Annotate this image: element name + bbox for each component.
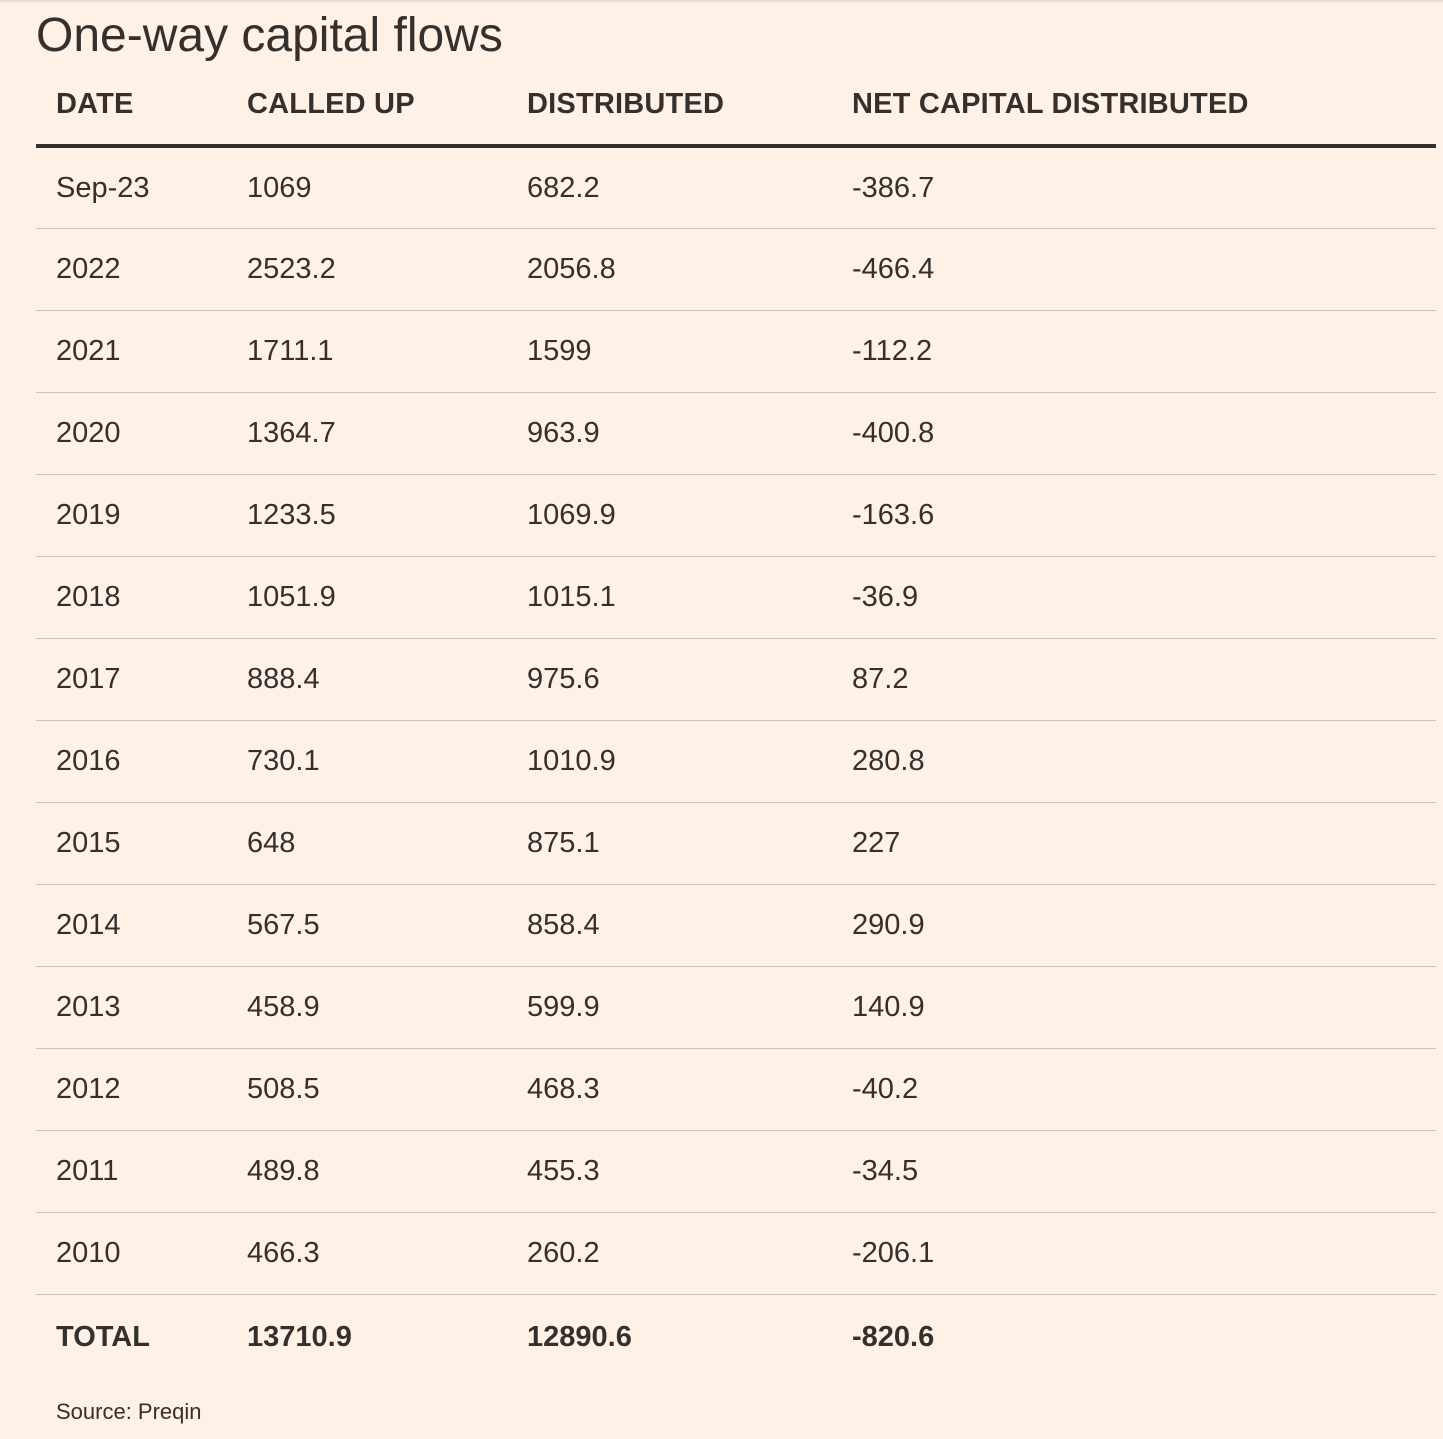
table-row: Sep-23 1069 682.2 -386.7 xyxy=(36,146,1436,229)
cell-distributed: 975.6 xyxy=(507,638,832,721)
cell-called-up: 648 xyxy=(227,802,507,885)
cell-distributed: 1069.9 xyxy=(507,474,832,557)
table-row: 2020 1364.7 963.9 -400.8 xyxy=(36,392,1436,475)
cell-net-capital-distributed: 140.9 xyxy=(832,966,1436,1049)
cell-date: 2012 xyxy=(36,1048,227,1131)
cell-distributed: 468.3 xyxy=(507,1048,832,1131)
cell-net-capital-distributed: -112.2 xyxy=(832,310,1436,393)
cell-distributed: 1015.1 xyxy=(507,556,832,639)
table-row: 2019 1233.5 1069.9 -163.6 xyxy=(36,474,1436,557)
cell-distributed: 682.2 xyxy=(507,146,832,229)
cell-net-capital-distributed: -163.6 xyxy=(832,474,1436,557)
cell-net-capital-distributed: -206.1 xyxy=(832,1212,1436,1295)
capital-flows-table: DATE CALLED UP DISTRIBUTED NET CAPITAL D… xyxy=(36,64,1436,1379)
cell-called-up: 489.8 xyxy=(227,1130,507,1213)
cell-date: 2018 xyxy=(36,556,227,639)
cell-net-capital-distributed: -36.9 xyxy=(832,556,1436,639)
total-net-capital-distributed: -820.6 xyxy=(852,1320,935,1353)
cell-net-capital-distributed: -386.7 xyxy=(832,146,1436,229)
table-row: 2013 458.9 599.9 140.9 xyxy=(36,966,1436,1049)
cell-date: 2019 xyxy=(36,474,227,557)
cell-net-capital-distributed: -40.2 xyxy=(832,1048,1436,1131)
cell-net-capital-distributed: 227 xyxy=(832,802,1436,885)
table-row: 2011 489.8 455.3 -34.5 xyxy=(36,1130,1436,1213)
cell-date: 2015 xyxy=(36,802,227,885)
table-row: 2021 1711.1 1599 -112.2 xyxy=(36,310,1436,393)
cell-called-up: 730.1 xyxy=(227,720,507,803)
table-row: 2010 466.3 260.2 -206.1 xyxy=(36,1212,1436,1295)
cell-called-up: 458.9 xyxy=(227,966,507,1049)
cell-called-up: 1069 xyxy=(227,146,507,229)
cell-called-up: 1364.7 xyxy=(227,392,507,475)
total-called-up: 13710.9 xyxy=(247,1320,352,1353)
table-row: 2015 648 875.1 227 xyxy=(36,802,1436,885)
cell-distributed: 1010.9 xyxy=(507,720,832,803)
cell-net-capital-distributed: 280.8 xyxy=(832,720,1436,803)
header-called-up: CALLED UP xyxy=(227,64,507,148)
cell-net-capital-distributed: 290.9 xyxy=(832,884,1436,967)
table-body: Sep-23 1069 682.2 -386.7 2022 2523.2 2056.8 -46… xyxy=(36,146,1436,1295)
header-date: DATE xyxy=(36,64,227,148)
header-distributed: DISTRIBUTED xyxy=(507,64,832,148)
cell-net-capital-distributed: 87.2 xyxy=(832,638,1436,721)
table-row: 2016 730.1 1010.9 280.8 xyxy=(36,720,1436,803)
cell-distributed: 455.3 xyxy=(507,1130,832,1213)
cell-date: 2013 xyxy=(36,966,227,1049)
header-net-capital-distributed: NET CAPITAL DISTRIBUTED xyxy=(832,64,1436,148)
chart-title: One-way capital flows xyxy=(36,9,503,62)
cell-date: Sep-23 xyxy=(36,146,227,229)
cell-distributed: 599.9 xyxy=(507,966,832,1049)
total-label: TOTAL xyxy=(56,1320,150,1353)
cell-distributed: 1599 xyxy=(507,310,832,393)
total-distributed: 12890.6 xyxy=(527,1320,632,1353)
cell-called-up: 1711.1 xyxy=(227,310,507,393)
cell-date: 2022 xyxy=(36,228,227,311)
cell-date: 2017 xyxy=(36,638,227,721)
table-row: 2018 1051.9 1015.1 -36.9 xyxy=(36,556,1436,639)
cell-date: 2016 xyxy=(36,720,227,803)
table-row: 2012 508.5 468.3 -40.2 xyxy=(36,1048,1436,1131)
header-row: DATE CALLED UP DISTRIBUTED NET CAPITAL D… xyxy=(36,64,1436,148)
cell-called-up: 2523.2 xyxy=(227,228,507,311)
cell-distributed: 875.1 xyxy=(507,802,832,885)
cell-called-up: 1051.9 xyxy=(227,556,507,639)
cell-called-up: 1233.5 xyxy=(227,474,507,557)
cell-date: 2020 xyxy=(36,392,227,475)
cell-net-capital-distributed: -34.5 xyxy=(832,1130,1436,1213)
table-row: 2017 888.4 975.6 87.2 xyxy=(36,638,1436,721)
cell-distributed: 963.9 xyxy=(507,392,832,475)
cell-called-up: 466.3 xyxy=(227,1212,507,1295)
cell-date: 2011 xyxy=(36,1130,227,1213)
cell-net-capital-distributed: -466.4 xyxy=(832,228,1436,311)
cell-net-capital-distributed: -400.8 xyxy=(832,392,1436,475)
table-row: 2014 567.5 858.4 290.9 xyxy=(36,884,1436,967)
cell-called-up: 888.4 xyxy=(227,638,507,721)
table-row: 2022 2523.2 2056.8 -466.4 xyxy=(36,228,1436,311)
cell-called-up: 567.5 xyxy=(227,884,507,967)
top-divider xyxy=(0,0,1443,2)
capital-flows-table-container: DATE CALLED UP DISTRIBUTED NET CAPITAL D… xyxy=(36,64,1436,1379)
cell-date: 2021 xyxy=(36,310,227,393)
cell-called-up: 508.5 xyxy=(227,1048,507,1131)
cell-date: 2010 xyxy=(36,1212,227,1295)
cell-distributed: 2056.8 xyxy=(507,228,832,311)
cell-date: 2014 xyxy=(36,884,227,967)
cell-distributed: 260.2 xyxy=(507,1212,832,1295)
cell-distributed: 858.4 xyxy=(507,884,832,967)
total-row: TOTAL 13710.9 12890.6 -820.6 xyxy=(36,1295,1436,1380)
source-note: Source: Preqin xyxy=(56,1399,202,1424)
